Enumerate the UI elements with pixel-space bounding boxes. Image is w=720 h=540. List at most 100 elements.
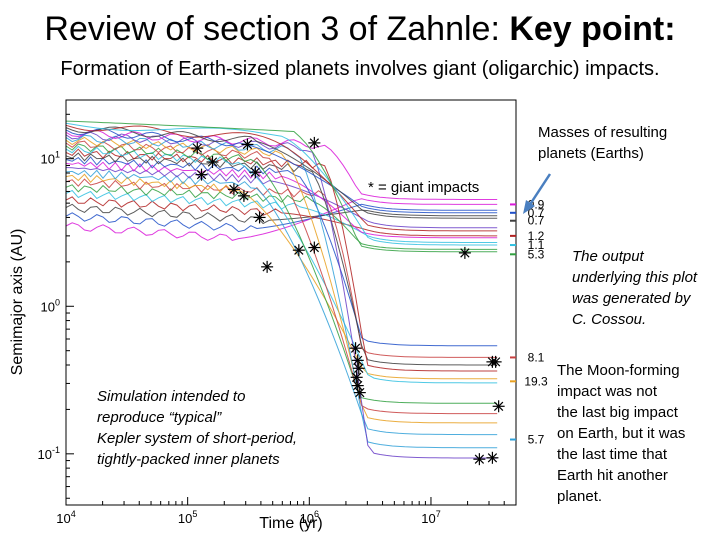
simulation-note-line: Simulation intended to bbox=[97, 388, 246, 405]
simulation-note-line: tightly-packed inner planets bbox=[97, 451, 280, 468]
giant-impact-star bbox=[350, 371, 363, 384]
giant-impact-star bbox=[308, 136, 321, 149]
giant-impact-star bbox=[353, 386, 366, 399]
planet-trajectory bbox=[65, 203, 498, 233]
x-axis-label: Time (yr) bbox=[259, 515, 322, 532]
y-tick-label: 100 bbox=[41, 297, 60, 314]
planet-trajectory bbox=[65, 122, 498, 246]
x-axis-ticks: 104 105 106 107 bbox=[56, 497, 517, 526]
trajectory-layer bbox=[65, 120, 498, 459]
giant-impact-star bbox=[489, 355, 502, 368]
simulation-note-line: reproduce “typical” bbox=[97, 409, 222, 426]
planet-trajectory bbox=[65, 143, 498, 404]
x-tick-exp: 6 bbox=[314, 509, 319, 519]
planet-trajectory bbox=[65, 184, 498, 250]
output-note: The output underlying this plot was gene… bbox=[572, 246, 697, 330]
planet-trajectory bbox=[65, 152, 498, 366]
moon-note-line: Earth hit another bbox=[557, 467, 668, 484]
x-tick-label: 104 bbox=[56, 509, 75, 526]
planet-trajectory bbox=[65, 136, 498, 424]
planet-trajectory bbox=[65, 198, 498, 241]
x-tick-base: 10 bbox=[178, 511, 192, 526]
giant-impact-star bbox=[237, 189, 250, 202]
planet-trajectory bbox=[65, 178, 498, 358]
giant-impact-star bbox=[492, 400, 505, 413]
slide-title: Review of section 3 of Zahnle: Key point… bbox=[0, 8, 720, 50]
output-note-line: C. Cossou. bbox=[572, 311, 647, 328]
moon-note-line: planet. bbox=[557, 488, 603, 505]
giant-impact-layer bbox=[191, 136, 505, 466]
planet-trajectory bbox=[65, 196, 498, 237]
simulation-note-line: Kepler system of short-period, bbox=[97, 430, 298, 447]
final-mass-label: 19.3 bbox=[524, 374, 548, 388]
moon-note-line: the last time that bbox=[557, 446, 668, 463]
planet-trajectory bbox=[65, 156, 498, 347]
planet-trajectory bbox=[65, 167, 498, 229]
final-mass-label: 0.7 bbox=[528, 206, 545, 220]
giant-impact-star bbox=[261, 260, 274, 273]
x-tick-label: 106 bbox=[300, 509, 319, 526]
y-tick-base: 10 bbox=[38, 447, 52, 462]
y-axis-label: Semimajor axis (AU) bbox=[9, 229, 26, 376]
x-tick-label: 105 bbox=[178, 509, 197, 526]
giant-impact-star bbox=[486, 451, 499, 464]
giant-impact-star bbox=[308, 241, 321, 254]
x-tick-base: 10 bbox=[300, 511, 314, 526]
masses-annotation-line: planets (Earths) bbox=[538, 145, 644, 162]
planet-trajectory bbox=[65, 128, 498, 214]
y-tick-base: 10 bbox=[41, 299, 55, 314]
giant-impact-star bbox=[191, 142, 204, 155]
giant-impact-star bbox=[351, 379, 364, 392]
x-tick-exp: 7 bbox=[436, 509, 441, 519]
y-tick-label: 101 bbox=[41, 150, 60, 167]
giant-impacts-annotation: * = giant impacts bbox=[368, 179, 480, 196]
masses-annotation-line: Masses of resulting bbox=[538, 124, 668, 141]
x-tick-base: 10 bbox=[56, 511, 70, 526]
giant-impact-star bbox=[227, 183, 240, 196]
output-note-line: was generated by bbox=[572, 290, 691, 307]
moon-note-line: The Moon-forming bbox=[557, 362, 680, 379]
y-tick-exp: 1 bbox=[55, 150, 60, 160]
x-tick-label: 107 bbox=[421, 509, 440, 526]
moon-note-line: the last big impact bbox=[557, 404, 678, 421]
y-tick-label: 10-1 bbox=[38, 445, 60, 462]
planet-trajectory bbox=[65, 134, 498, 449]
giant-impact-star bbox=[241, 138, 254, 151]
arrow-icon bbox=[523, 173, 552, 214]
planet-trajectory bbox=[65, 124, 498, 232]
planet-trajectory bbox=[65, 129, 498, 200]
moon-note-line: on Earth, but it was bbox=[557, 425, 686, 442]
output-note-line: The output bbox=[572, 248, 644, 265]
y-tick-exp: 0 bbox=[55, 297, 60, 307]
output-note-line: underlying this plot bbox=[572, 269, 698, 286]
final-mass-label: 1.2 bbox=[528, 229, 545, 243]
moon-note: The Moon-forming impact was not the last… bbox=[557, 360, 685, 507]
giant-impact-star bbox=[195, 168, 208, 181]
moon-note-line: impact was not bbox=[557, 383, 658, 400]
x-tick-exp: 4 bbox=[71, 509, 76, 519]
masses-annotation: Masses of resulting planets (Earths) bbox=[538, 122, 667, 164]
x-tick-exp: 5 bbox=[192, 509, 197, 519]
plot-frame bbox=[65, 99, 517, 506]
y-tick-exp: -1 bbox=[52, 445, 60, 455]
final-mass-label: 0.7 bbox=[528, 214, 545, 228]
giant-impact-star bbox=[349, 342, 362, 355]
giant-impact-star bbox=[351, 354, 364, 367]
simulation-note: Simulation intended to reproduce “typica… bbox=[97, 386, 297, 470]
giant-impact-star bbox=[352, 362, 365, 375]
giant-impact-star bbox=[458, 246, 471, 259]
final-mass-label: 1.1 bbox=[528, 238, 545, 252]
giant-impact-star bbox=[473, 453, 486, 466]
final-mass-label: 8.1 bbox=[528, 350, 545, 364]
slide-title-bold: Key point: bbox=[509, 10, 676, 48]
y-tick-base: 10 bbox=[41, 152, 55, 167]
giant-impact-star bbox=[292, 244, 305, 257]
planet-trajectory bbox=[65, 126, 498, 219]
giant-impact-star bbox=[249, 166, 262, 179]
x-tick-base: 10 bbox=[421, 511, 435, 526]
planet-trajectory bbox=[65, 173, 498, 380]
giant-impact-star bbox=[206, 156, 219, 169]
final-mass-label: 5.7 bbox=[528, 433, 545, 447]
